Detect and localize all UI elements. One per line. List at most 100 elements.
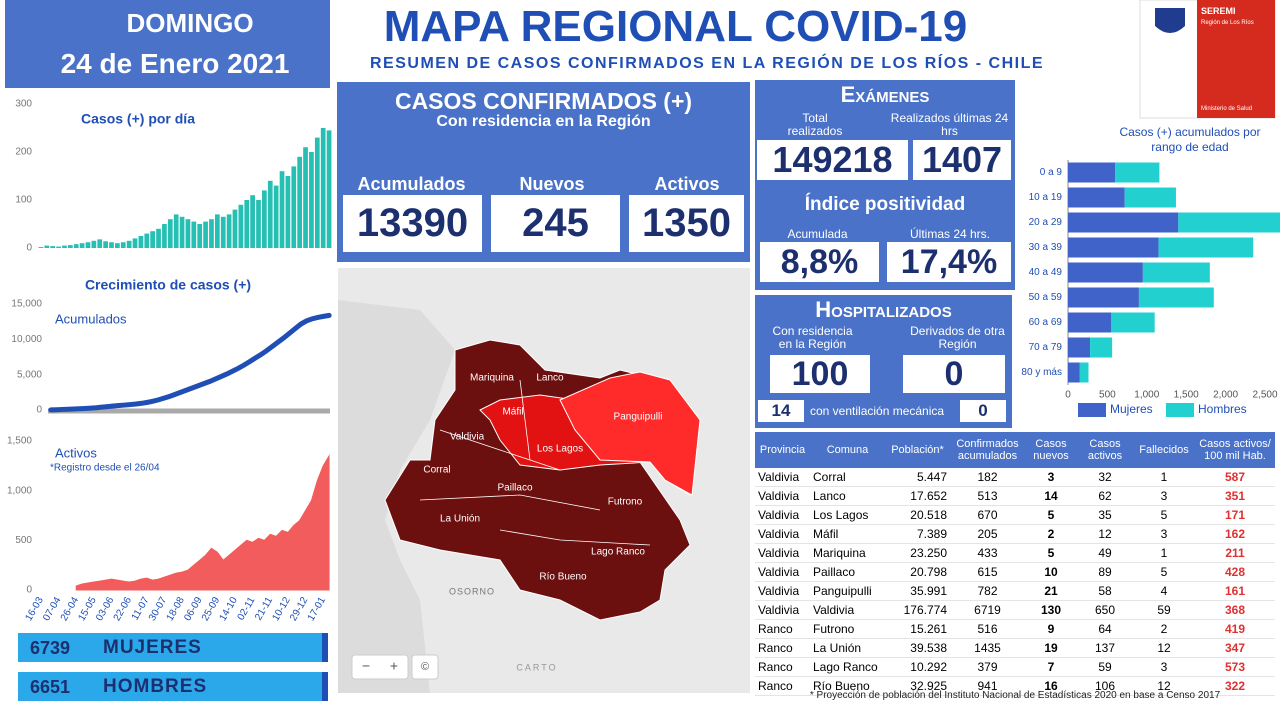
stat-value: 1350: [629, 195, 744, 252]
header-row: Provincia Comuna Población* Confirmados acu…: [755, 432, 1275, 468]
stat-value: 13390: [343, 195, 482, 252]
bar: [67, 245, 73, 248]
table-cell: 32: [1077, 468, 1133, 487]
table-cell: 670: [950, 505, 1025, 525]
hospital-label: Con residencia en la Región: [772, 324, 853, 351]
bar: [56, 246, 61, 248]
table-cell: 573: [1195, 657, 1275, 677]
attribution-icon[interactable]: ©: [421, 661, 429, 673]
table-row: Valdivia Máfil 7.389 205 2 12 3 162: [755, 524, 1275, 544]
logo-region: Región de Los Ríos: [1201, 20, 1254, 26]
women-label: MUJERES: [103, 637, 202, 658]
y-tick-label: 0: [26, 585, 32, 596]
table-row: Valdivia Corral 5.447 182 3 32 1 587: [755, 468, 1275, 487]
y-tick-label: 0 a 9: [1040, 167, 1063, 178]
bar: [309, 152, 314, 248]
table-cell: 59: [1077, 657, 1133, 677]
table-cell: 12: [1133, 676, 1195, 696]
table-cell: 211: [1195, 543, 1275, 563]
table-cell: 35.991: [885, 581, 950, 601]
x-tick-label: 2,000: [1213, 390, 1238, 401]
bar: [1068, 237, 1159, 258]
bar: [97, 239, 103, 248]
bar: [109, 242, 114, 248]
date: 24 de Enero 2021: [60, 48, 290, 79]
table-cell: 6719: [950, 600, 1025, 620]
hospital-value: 0: [903, 355, 1005, 393]
table-cell: 162: [1195, 524, 1275, 544]
table-cell: 5: [1025, 543, 1077, 563]
table-cell: La Unión: [810, 638, 885, 658]
table-cell: 20.518: [885, 505, 950, 525]
bar: [1142, 262, 1210, 283]
table-cell: 322: [1195, 676, 1275, 696]
table-cell: 347: [1195, 638, 1275, 658]
main-title: MAPA REGIONAL COVID-19: [383, 2, 968, 51]
attribution-control[interactable]: [411, 654, 439, 680]
table-cell: Lago Ranco: [810, 657, 885, 677]
table-cell: 130: [1025, 600, 1077, 620]
table-cell: 35: [1077, 505, 1133, 525]
zoom-out[interactable]: −: [362, 658, 370, 674]
area: [75, 454, 330, 591]
table-cell: Valdivia: [755, 468, 810, 487]
y-tick-label: 0: [36, 405, 42, 416]
table-cell: Ranco: [755, 619, 810, 639]
table-row: Valdivia Paillaco 20.798 615 10 89 5 428: [755, 562, 1275, 582]
ventilation-value: 14: [758, 400, 804, 422]
bar: [238, 204, 244, 248]
header-cell: Fallecidos: [1133, 432, 1195, 468]
table-cell: Valdivia: [755, 600, 810, 620]
table-cell: 137: [1077, 638, 1133, 658]
x-tick-label: 1,000: [1134, 390, 1159, 401]
bar: [291, 166, 297, 248]
bar: [1111, 312, 1155, 333]
legend-label: Mujeres: [1110, 402, 1153, 416]
x-tick-label: 2,500: [1252, 390, 1277, 401]
header-cell: Población*: [885, 432, 950, 468]
bar: [314, 137, 320, 248]
bar: [167, 219, 173, 248]
table-cell: 7.389: [885, 524, 950, 544]
stat-label: Acumulados: [357, 174, 466, 194]
table-row: Valdivia Lanco 17.652 513 14 62 3 351: [755, 486, 1275, 506]
table-cell: 419: [1195, 619, 1275, 639]
bar: [1068, 337, 1091, 358]
table-cell: 516: [950, 619, 1025, 639]
bar: [50, 246, 56, 248]
hospital-value: 100: [770, 355, 870, 393]
bar: [1115, 162, 1160, 183]
bar: [144, 233, 150, 248]
confirmed-subtitle: Con residencia en la Región: [436, 113, 651, 130]
bar: [1068, 287, 1139, 308]
legend-label: Hombres: [1198, 402, 1247, 416]
bar: [38, 247, 44, 248]
bar: [303, 147, 308, 248]
zoom-control[interactable]: [351, 654, 409, 680]
table-cell: 176.774: [885, 600, 950, 620]
table-row: Valdivia Los Lagos 20.518 670 5 35 5 171: [755, 505, 1275, 525]
annotation: Acumulados: [55, 311, 127, 326]
logo-shield: [1155, 8, 1185, 33]
bar: [1158, 237, 1254, 258]
bar: [103, 241, 108, 248]
y-tick-label: 30 a 39: [1029, 242, 1063, 253]
chart-title: Casos (+) por día: [81, 111, 195, 127]
table-cell: 615: [950, 562, 1025, 582]
stat-label: Nuevos: [519, 174, 585, 194]
y-tick-label: 300: [15, 99, 32, 110]
bar: [1068, 312, 1112, 333]
zoom-in[interactable]: +: [390, 658, 398, 674]
subtitle: RESUMEN DE CASOS CONFIRMADOS EN LA REGIÓ…: [370, 55, 1045, 72]
y-tick-label: 60 a 69: [1029, 317, 1063, 328]
table-cell: 782: [950, 581, 1025, 601]
map-label: Valdivia: [450, 432, 485, 443]
table-cell: 39.538: [885, 638, 950, 658]
x-tick-label: 0: [1065, 390, 1071, 401]
table-cell: Ranco: [755, 638, 810, 658]
table-cell: Panguipulli: [810, 581, 885, 601]
line: [48, 312, 332, 413]
x-tick-label: 22-06: [112, 595, 135, 623]
table-cell: 21: [1025, 581, 1077, 601]
bar: [1068, 212, 1179, 233]
